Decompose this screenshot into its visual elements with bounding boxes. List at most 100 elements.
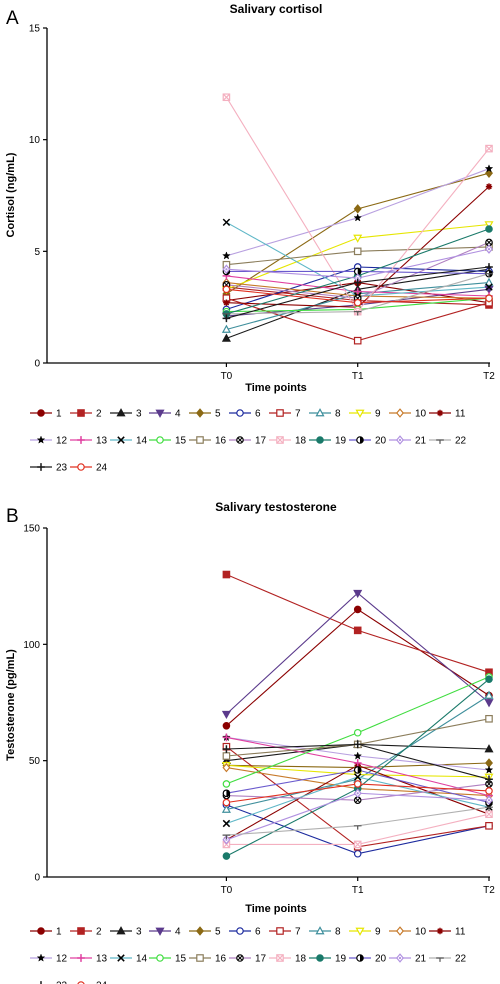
legend-label: 23: [56, 981, 68, 984]
legend-marker: [196, 436, 204, 444]
legend-marker: [116, 926, 126, 935]
data-point-2: [222, 570, 231, 579]
legend-label: 8: [335, 409, 341, 420]
data-point-2: [353, 626, 362, 635]
legend-item-11: 11: [429, 927, 466, 938]
panel-label-a: A: [6, 8, 19, 29]
legend-marker: [355, 409, 365, 418]
testosterone-panel: B Salivary testosterone Time points Test…: [5, 500, 495, 984]
data-point-23: [485, 775, 493, 784]
legend-item-10: 10: [389, 408, 427, 420]
legend-marker: [77, 436, 85, 444]
data-point-19: [485, 675, 493, 684]
legend-label: 16: [215, 436, 227, 447]
legend-label: 11: [455, 409, 466, 420]
legend-label: 7: [295, 927, 301, 938]
legend-label: 9: [375, 927, 381, 938]
legend-label: 20: [375, 436, 387, 447]
legend-item-13: 13: [70, 954, 108, 965]
legend-item-2: 2: [70, 409, 102, 420]
legend-item-8: 8: [309, 926, 341, 938]
data-point-16: [222, 752, 231, 760]
data-point-20: [222, 789, 231, 798]
legend-marker: [155, 927, 165, 936]
legend-marker: [396, 926, 404, 936]
legend-item-18: 18: [269, 436, 307, 447]
legend-item-12: 12: [30, 435, 68, 447]
legend-label: 1: [56, 409, 62, 420]
legend-label: 24: [96, 981, 108, 984]
x-tick-label: T1: [352, 885, 364, 896]
data-point-18: [353, 840, 362, 849]
legend-marker: [196, 954, 204, 962]
legend-label: 3: [136, 927, 142, 938]
legend-item-21: 21: [389, 435, 427, 447]
data-point-1: [353, 605, 362, 614]
legend-label: 12: [56, 436, 68, 447]
legend-item-9: 9: [349, 409, 381, 420]
legend-label: 8: [335, 927, 341, 938]
legend-marker: [40, 981, 42, 984]
data-point-4: [484, 699, 494, 708]
legend-item-12: 12: [30, 953, 68, 965]
data-point-24: [485, 787, 493, 795]
data-point-23: [353, 740, 362, 749]
y-axis-label: Testosterone (pg/mL): [5, 649, 17, 761]
y-tick-label: 10: [29, 135, 41, 146]
legend-label: 13: [96, 436, 108, 447]
legend-item-20: 20: [349, 954, 387, 965]
legend-label: 5: [215, 409, 221, 420]
x-tick-label: T2: [483, 885, 495, 896]
x-tick-label: T0: [221, 885, 233, 896]
legend-label: 3: [136, 409, 142, 420]
legend-label: 7: [295, 409, 301, 420]
data-point-21: [222, 834, 231, 845]
legend-item-22: 22: [429, 436, 467, 447]
legend-marker: [117, 954, 125, 962]
legend-marker: [196, 926, 204, 936]
data-point-20: [353, 766, 362, 774]
legend-item-23: 23: [40, 981, 68, 984]
data-point-21: [353, 788, 362, 799]
legend-item-13: 13: [70, 436, 108, 447]
legend-marker: [236, 927, 244, 935]
legend-label: 6: [255, 927, 261, 938]
legend-item-11: 11: [429, 409, 466, 420]
legend-marker: [396, 953, 404, 963]
legend-label: 5: [215, 927, 221, 938]
legend-item-5: 5: [189, 408, 221, 420]
data-point-22: [353, 311, 362, 316]
legend-label: 20: [375, 954, 387, 965]
data-point-9: [353, 234, 363, 243]
data-point-21: [485, 795, 493, 805]
series-line-2: [226, 573, 490, 673]
legend-item-17: 17: [229, 436, 267, 447]
legend-label: 18: [295, 954, 307, 965]
legend-label: 2: [96, 927, 102, 938]
legend-item-2: 2: [70, 927, 102, 938]
legend-label: 22: [455, 436, 467, 447]
data-point-18: [485, 810, 493, 818]
data-point-11: [485, 183, 493, 190]
legend-marker: [276, 409, 284, 417]
data-point-24: [222, 798, 231, 807]
data-point-16: [485, 714, 493, 723]
legend-item-24: 24: [70, 463, 108, 474]
data-point-24: [485, 294, 493, 303]
legend-item-19: 19: [309, 954, 347, 965]
data-point-8: [484, 690, 494, 699]
legend-item-22: 22: [429, 954, 467, 965]
legend-label: 9: [375, 409, 381, 420]
series-line-16: [226, 718, 490, 757]
legend-item-16: 16: [189, 436, 227, 447]
data-point-24: [353, 780, 362, 788]
y-tick-label: 15: [29, 24, 41, 35]
legend-item-17: 17: [229, 954, 267, 965]
legend-label: 24: [96, 463, 108, 474]
data-point-9: [484, 221, 494, 230]
legend-marker: [315, 408, 325, 417]
data-point-22: [222, 834, 231, 839]
legend-marker: [77, 954, 85, 962]
legend-marker: [316, 436, 324, 444]
